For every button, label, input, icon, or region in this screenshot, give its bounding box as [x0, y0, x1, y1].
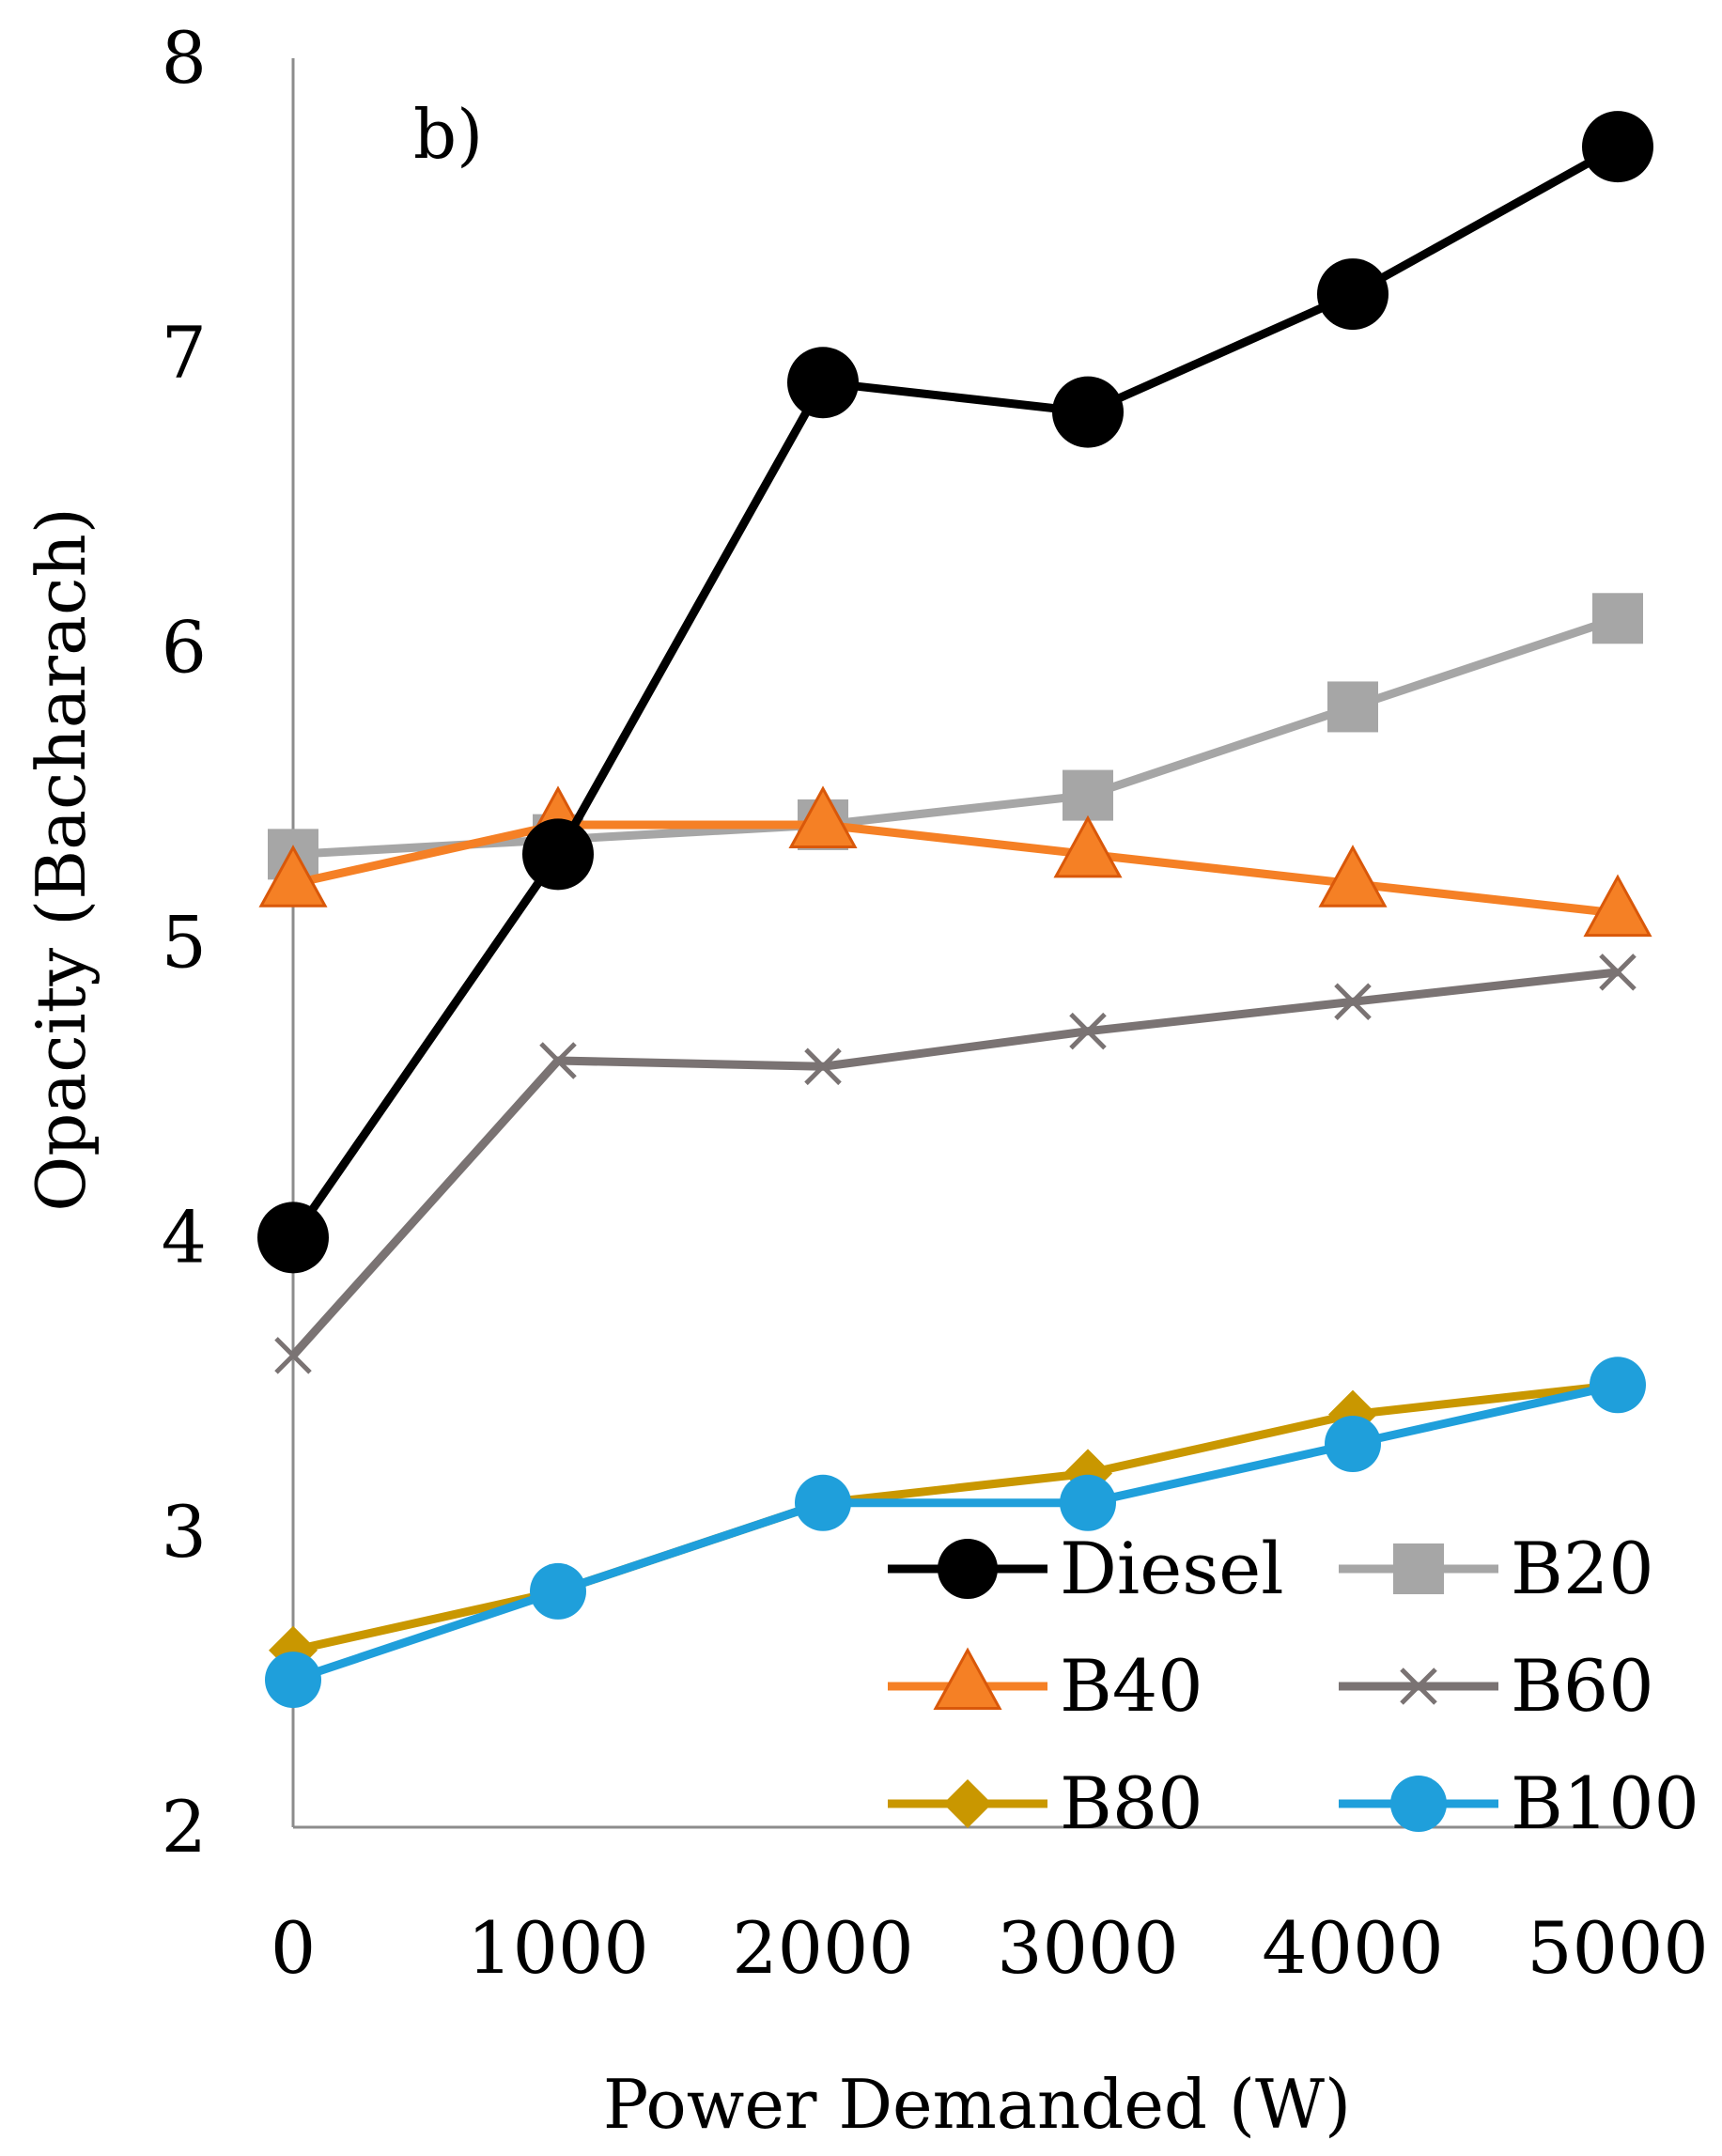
data-point-marker: [1318, 845, 1388, 907]
data-point-marker: [1583, 874, 1652, 938]
data-point-marker: [1060, 1474, 1116, 1531]
legend-item-diesel: Diesel: [888, 1527, 1284, 1610]
series-line: [292, 1380, 1619, 1655]
y-tick-label: 5: [162, 901, 207, 985]
data-point-marker: [788, 785, 858, 849]
legend-label: Diesel: [1060, 1527, 1284, 1610]
data-point-marker: [1400, 1667, 1437, 1705]
data-point-marker: [1052, 376, 1124, 448]
data-point-marker: [258, 845, 328, 907]
y-axis-label: Opacity (Bacharach): [22, 507, 101, 1212]
y-tick-label: 4: [162, 1195, 207, 1279]
x-tick-label: 3000: [997, 1906, 1178, 1990]
data-point-marker: [1590, 1357, 1646, 1414]
legend-label: B80: [1060, 1761, 1203, 1845]
x-tick-label: 1000: [467, 1906, 648, 1990]
x-axis-label: Power Demanded (W): [603, 2065, 1351, 2144]
series-line: [289, 143, 1621, 1240]
legend-label: B20: [1511, 1527, 1654, 1610]
axes: 2 3 4 5 6 7 8 0 1000 2000 3000 4000 5000: [162, 16, 1709, 1990]
series-line: [292, 614, 1620, 859]
data-point-marker: [1053, 814, 1123, 878]
data-point-marker: [1069, 1012, 1107, 1050]
data-point-marker: [938, 1539, 998, 1599]
data-point-marker: [1390, 1776, 1447, 1832]
series-b100: [265, 1357, 1646, 1709]
legend-item-b80: B80: [888, 1761, 1203, 1845]
data-point-marker: [1592, 593, 1643, 644]
legend: Diesel B20 B40 B60 B80 B100: [888, 1527, 1699, 1845]
data-point-marker: [804, 1047, 842, 1086]
data-point-marker: [1334, 983, 1372, 1021]
data-point-marker: [274, 1337, 312, 1374]
y-tick-label: 8: [162, 16, 207, 100]
data-point-marker: [539, 1042, 577, 1079]
series-line: [289, 968, 1619, 1358]
data-point-marker: [1317, 258, 1388, 331]
legend-item-b40: B40: [888, 1644, 1203, 1728]
y-tick-label: 3: [162, 1490, 207, 1574]
data-point-marker: [1599, 954, 1637, 991]
data-point-marker: [265, 1652, 321, 1709]
x-tick-label: 5000: [1527, 1906, 1708, 1990]
legend-item-b20: B20: [1339, 1527, 1654, 1610]
legend-label: B100: [1511, 1761, 1699, 1845]
data-point-marker: [522, 818, 594, 891]
series-line: [291, 1380, 1619, 1684]
data-point-marker: [530, 1562, 586, 1620]
data-point-marker: [787, 347, 859, 419]
x-tick-label: 4000: [1262, 1906, 1443, 1990]
legend-label: B40: [1060, 1644, 1203, 1728]
panel-label: b): [413, 95, 483, 174]
data-point-marker: [795, 1474, 851, 1531]
series-b80: [269, 1360, 1642, 1675]
series-line: [292, 820, 1619, 918]
x-tick-label: 2000: [732, 1906, 913, 1990]
y-tick-label: 7: [162, 311, 207, 395]
x-tick-label: 0: [271, 1906, 316, 1990]
data-point-marker: [1063, 769, 1113, 821]
legend-item-b100: B100: [1339, 1761, 1699, 1845]
series-layer: [257, 111, 1653, 1709]
data-point-marker: [1582, 111, 1653, 183]
data-point-marker: [257, 1202, 329, 1274]
legend-item-b60: B60: [1339, 1644, 1654, 1728]
series-b60: [274, 954, 1637, 1374]
data-point-marker: [943, 1779, 992, 1828]
data-point-marker: [1393, 1543, 1444, 1594]
series-diesel: [257, 111, 1653, 1274]
y-tick-label: 2: [162, 1785, 207, 1869]
data-point-marker: [1325, 1416, 1381, 1473]
legend-label: B60: [1511, 1644, 1654, 1728]
data-point-marker: [933, 1647, 1002, 1711]
data-point-marker: [1327, 681, 1378, 733]
y-tick-label: 6: [162, 606, 207, 690]
